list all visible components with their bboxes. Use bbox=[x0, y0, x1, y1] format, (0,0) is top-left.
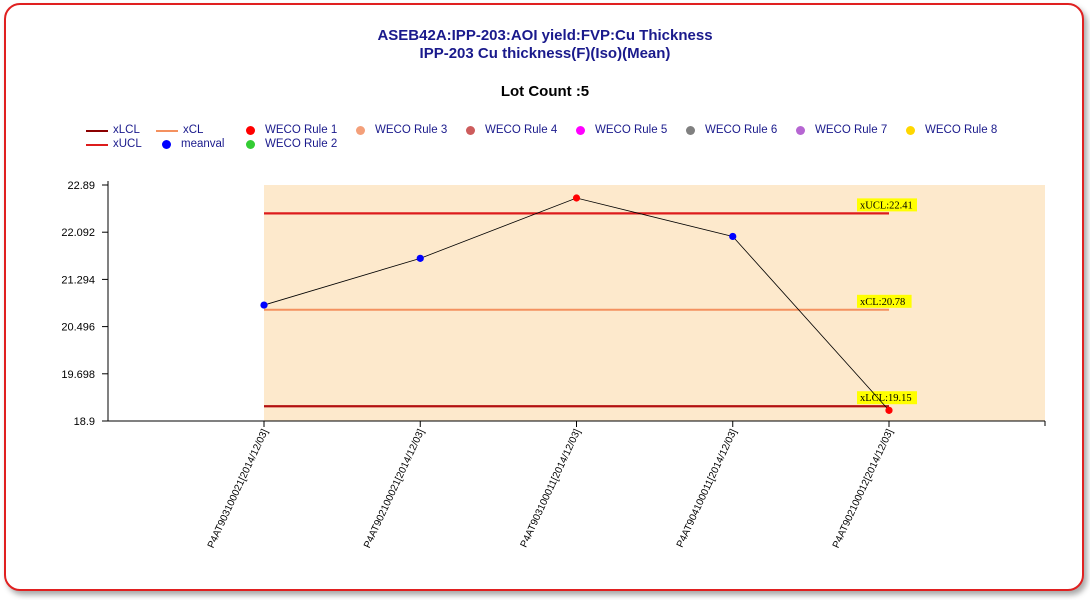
control-limit-label-bg bbox=[857, 391, 917, 405]
legend-swatch bbox=[86, 144, 108, 146]
control-limit-label-text: xLCL:19.15 bbox=[860, 393, 912, 404]
legend-swatch bbox=[466, 126, 475, 135]
lot-count-label: Lot Count :5 bbox=[500, 83, 590, 100]
plot-band bbox=[264, 185, 1045, 421]
control-limit-label-xlcl: xLCL:19.15 bbox=[857, 391, 917, 405]
legend-label: WECO Rule 8 bbox=[925, 124, 998, 136]
legend-swatch bbox=[162, 140, 171, 149]
y-tick-label: 22.092 bbox=[61, 227, 95, 239]
legend-label: WECO Rule 3 bbox=[375, 124, 448, 136]
legend-swatch bbox=[796, 126, 805, 135]
x-tick-label: P4AT902100012[2014/12/03] bbox=[831, 427, 896, 550]
legend-swatch bbox=[246, 140, 255, 149]
legend-label: meanval bbox=[181, 138, 225, 150]
y-tick-label: 22.89 bbox=[67, 180, 95, 192]
y-tick-label: 19.698 bbox=[61, 369, 95, 381]
y-tick-label: 21.294 bbox=[61, 274, 95, 286]
legend-label: WECO Rule 4 bbox=[485, 124, 558, 136]
y-tick-label: 20.496 bbox=[61, 322, 95, 334]
legend-label: WECO Rule 7 bbox=[815, 124, 888, 136]
control-limit-label-xucl: xUCL:22.41 bbox=[857, 198, 917, 212]
legend-label: WECO Rule 1 bbox=[265, 124, 338, 136]
control-limit-label-bg bbox=[857, 198, 917, 212]
legend-swatch bbox=[576, 126, 585, 135]
data-point bbox=[885, 406, 893, 414]
legend-swatch bbox=[686, 126, 695, 135]
legend-swatch bbox=[246, 126, 255, 135]
chart-title: ASEB42A:IPP-203:AOI yield:FVP:Cu Thickne… bbox=[377, 27, 713, 44]
x-tick-label: P4AT904100011[2014/12/03] bbox=[675, 427, 740, 549]
x-tick-label: P4AT903100011[2014/12/03] bbox=[519, 427, 584, 549]
chart-subtitle: IPP-203 Cu thickness(F)(Iso)(Mean) bbox=[419, 45, 671, 62]
legend-swatch bbox=[906, 126, 915, 135]
legend-label: xUCL bbox=[113, 138, 142, 150]
control-limit-label-bg bbox=[857, 294, 912, 308]
x-tick-label: P4AT903100021[2014/12/03] bbox=[206, 427, 271, 550]
legend-label: WECO Rule 5 bbox=[595, 124, 668, 136]
control-limit-label-text: xCL:20.78 bbox=[860, 297, 905, 308]
control-limit-label-xcl: xCL:20.78 bbox=[857, 294, 912, 308]
data-point bbox=[260, 301, 268, 309]
control-limit-label-text: xUCL:22.41 bbox=[860, 200, 913, 211]
legend-swatch bbox=[356, 126, 365, 135]
y-tick-label: 18.9 bbox=[74, 416, 95, 428]
legend-label: WECO Rule 2 bbox=[265, 138, 338, 150]
legend-label: xLCL bbox=[113, 124, 140, 136]
legend-swatch bbox=[86, 130, 108, 132]
x-tick-label: P4AT902100021[2014/12/03] bbox=[362, 427, 427, 550]
data-point bbox=[572, 194, 581, 202]
legend-swatch bbox=[156, 130, 178, 132]
legend-label: xCL bbox=[183, 124, 204, 136]
data-point bbox=[416, 254, 424, 262]
data-point bbox=[729, 232, 737, 241]
legend-label: WECO Rule 6 bbox=[705, 124, 778, 136]
